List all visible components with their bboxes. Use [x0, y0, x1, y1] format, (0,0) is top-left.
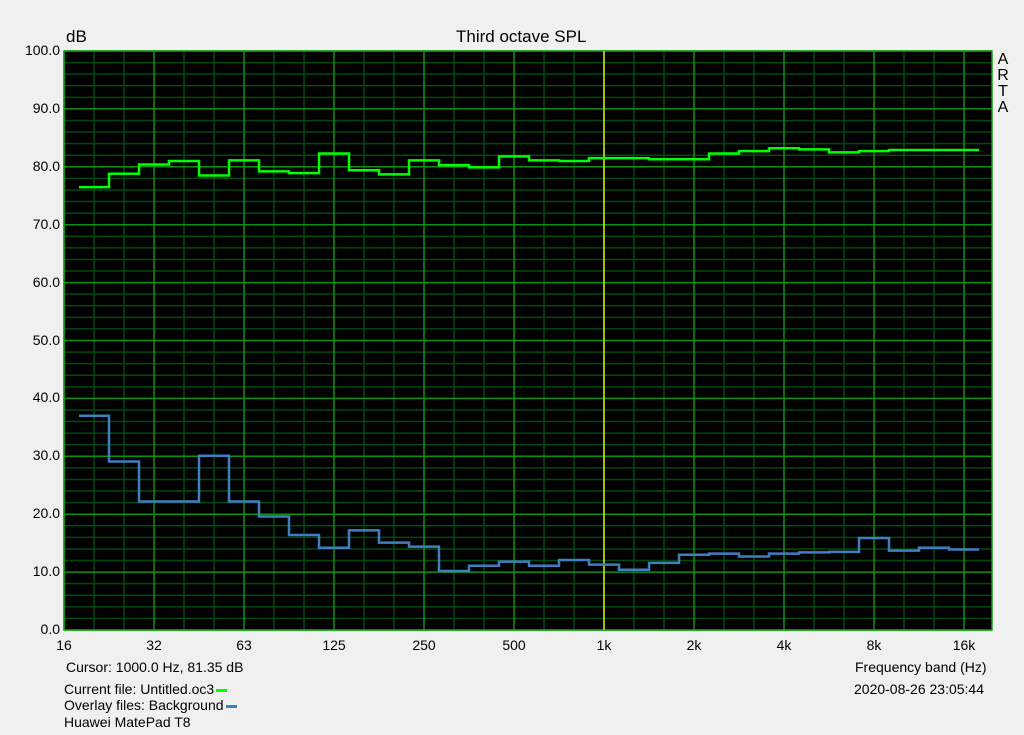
x-tick-label: 250 [412, 637, 436, 653]
x-tick-label: 16 [56, 637, 72, 653]
y-axis-label: dB [66, 27, 87, 46]
series-line-background [79, 414, 979, 573]
legend-overlay-label: Overlay files: Background [64, 697, 224, 713]
x-tick-label: 63 [236, 637, 252, 653]
legend-green-swatch [216, 688, 228, 692]
y-tick-label: 60.0 [32, 273, 60, 290]
y-tick-label: 100.0 [24, 42, 60, 58]
y-tick-label: 90.0 [32, 99, 60, 116]
plot-border [63, 50, 993, 631]
x-tick-label: 8k [866, 637, 882, 653]
device-name: Huawei MatePad T8 [64, 714, 191, 730]
y-tick-label: 20.0 [32, 505, 60, 522]
x-tick-label: 500 [502, 637, 526, 653]
y-tick-label: 80.0 [32, 157, 60, 174]
y-tick-label: 30.0 [32, 447, 60, 464]
y-tick-label: 50.0 [32, 331, 60, 348]
x-tick-label: 1k [596, 637, 612, 653]
x-tick-label: 2k [686, 637, 702, 653]
y-tick-label: 10.0 [32, 563, 60, 580]
legend-blue-swatch [225, 704, 237, 708]
chart-title: Third octave SPL [456, 27, 587, 46]
legend-current-file-label: Current file: Untitled.oc3 [64, 681, 215, 697]
y-tick-label: 0.0 [40, 621, 60, 637]
series-line-current [79, 147, 979, 189]
legend-overlay-files: Overlay files: Background [64, 697, 237, 713]
cursor-readout: Cursor: 1000.0 Hz, 81.35 dB [66, 659, 244, 675]
y-tick-label: 70.0 [32, 215, 60, 232]
x-axis-label: Frequency band (Hz) [855, 659, 987, 675]
y-tick-label: 40.0 [32, 389, 60, 406]
x-tick-label: 4k [776, 637, 792, 653]
timestamp: 2020-08-26 23:05:44 [854, 681, 984, 697]
x-tick-label: 125 [322, 637, 346, 653]
x-tick-label: 32 [146, 637, 162, 653]
legend-current-file: Current file: Untitled.oc3 [64, 681, 228, 697]
x-tick-label: 16k [952, 637, 976, 653]
